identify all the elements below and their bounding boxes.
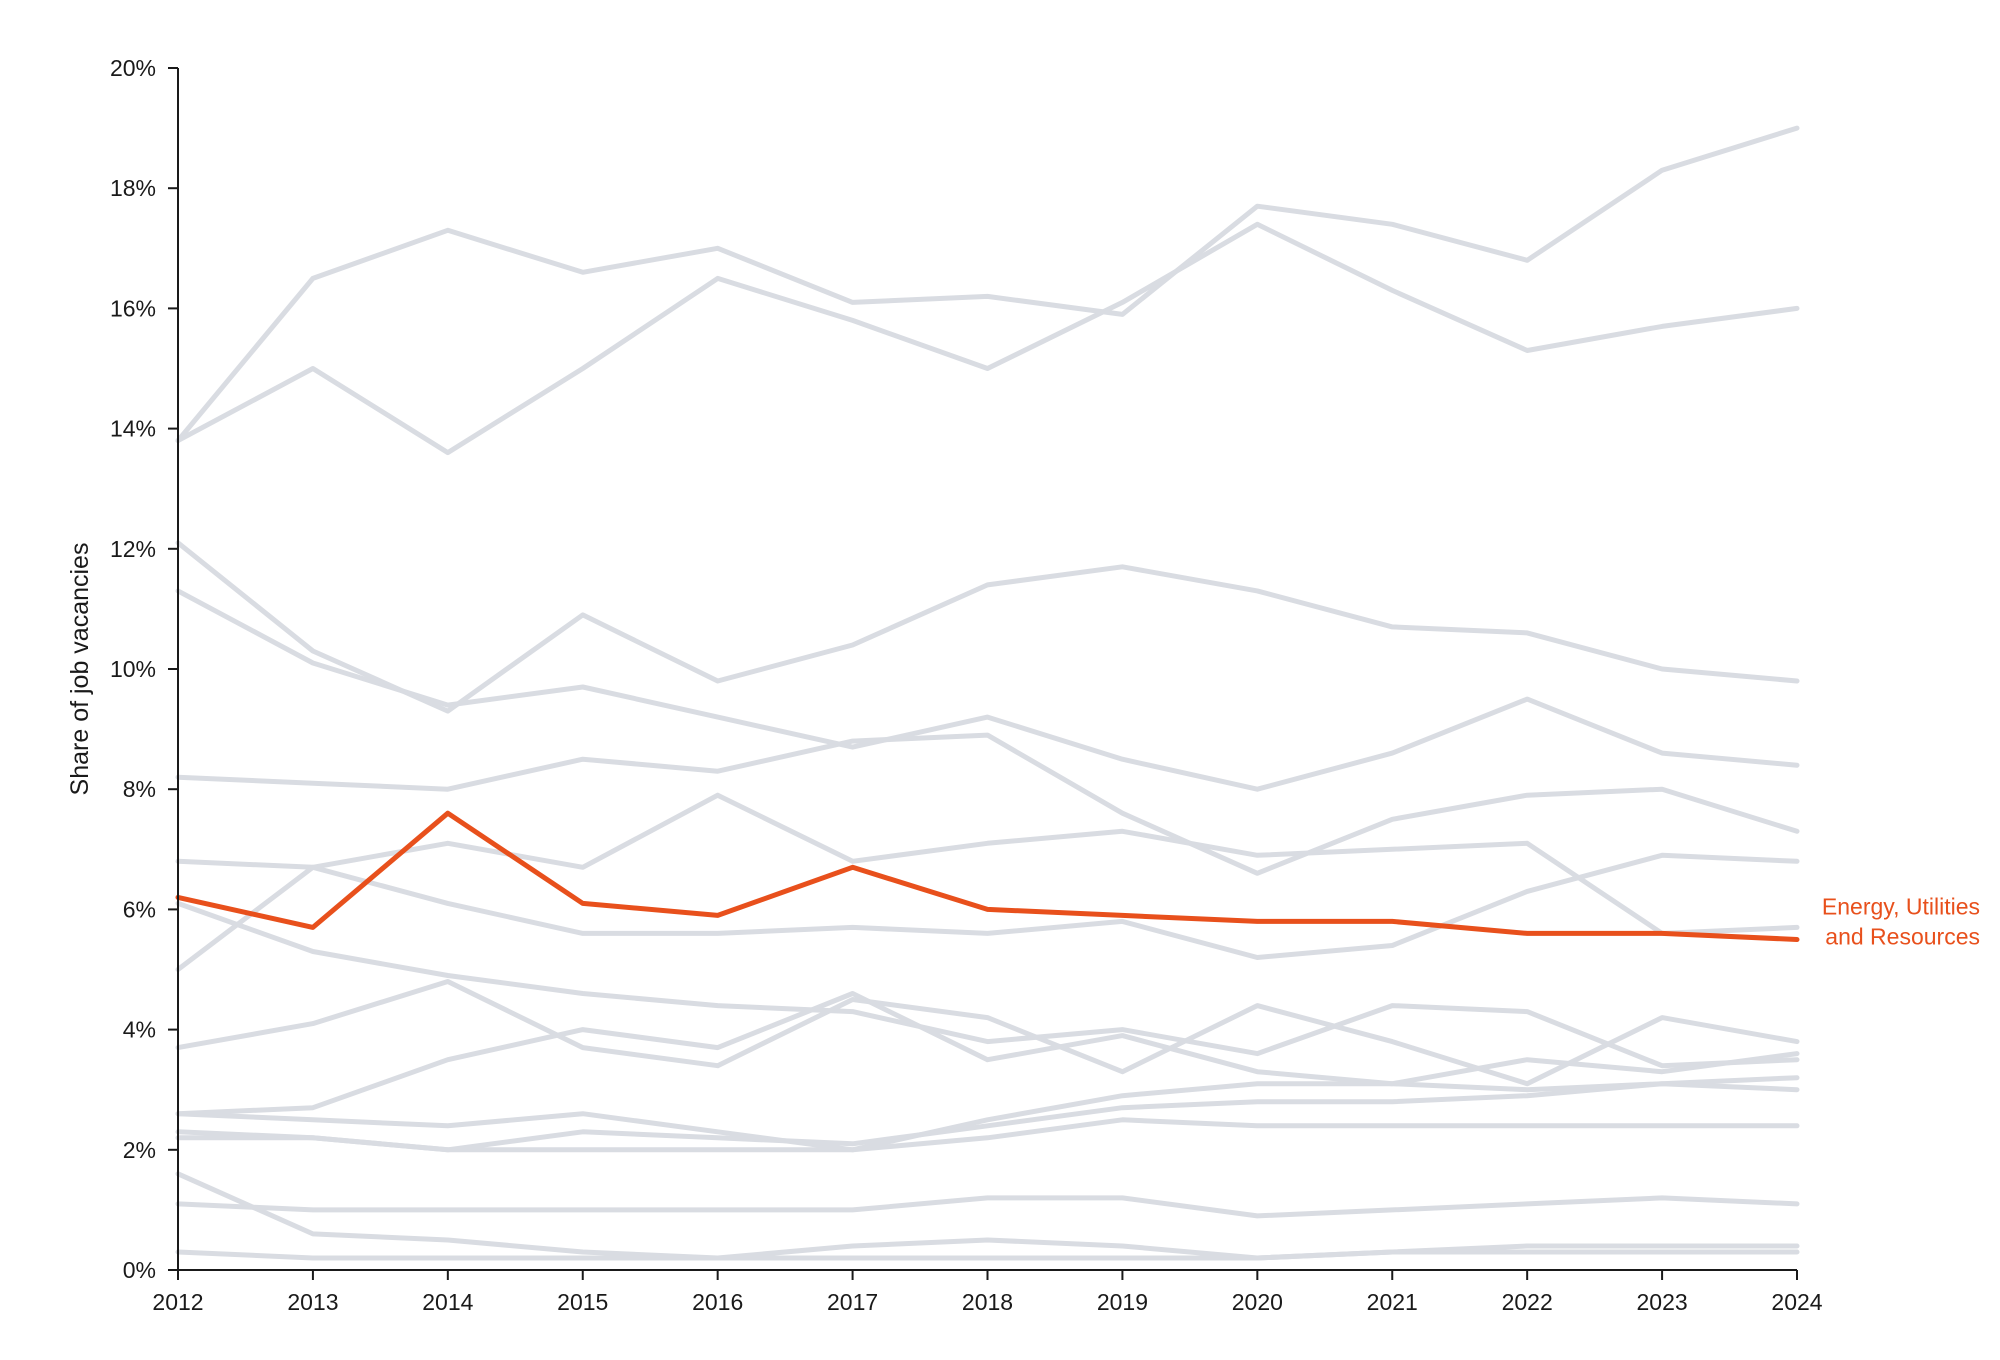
series-line-8: [175, 900, 1800, 1069]
x-tick-label: 2012: [152, 1289, 203, 1315]
highlight-series-group: Energy, Utilities and Resources: [175, 810, 1980, 950]
y-tick-label: 4%: [123, 1017, 156, 1043]
x-tick-label: 2022: [1502, 1289, 1553, 1315]
x-tick-label: 2016: [692, 1289, 743, 1315]
x-tick-label: 2019: [1097, 1289, 1148, 1315]
highlight-label-line-1: Energy, Utilities: [1822, 894, 1980, 920]
highlight-series-line: [175, 810, 1800, 942]
series-line-16: [175, 1237, 1800, 1261]
series-line-13: [175, 1117, 1800, 1153]
series-line-15: [175, 1195, 1800, 1219]
axes-group: 0% 2% 4% 6% 8% 10% 12% 14% 16% 18% 20% 2012 2013 2014…: [110, 55, 1823, 1315]
y-tick-label: 18%: [110, 175, 156, 201]
background-series-group: [175, 125, 1800, 1261]
y-tick-label: 2%: [123, 1137, 156, 1163]
series-line-5: [175, 732, 1800, 876]
series-line-9: [175, 979, 1800, 1087]
x-tick-label: 2013: [287, 1289, 338, 1315]
x-tick-label: 2020: [1232, 1289, 1283, 1315]
series-line-10: [175, 991, 1800, 1117]
series-line-3: [175, 540, 1800, 714]
y-tick-label: 6%: [123, 896, 156, 922]
series-line-14: [175, 1171, 1800, 1261]
x-tick-label: 2015: [557, 1289, 608, 1315]
y-axis-title: Share of job vacancies: [66, 543, 94, 796]
y-tick-label: 14%: [110, 416, 156, 442]
series-line-6: [175, 792, 1800, 972]
series-line-7: [175, 852, 1800, 960]
y-tick-label: 8%: [123, 776, 156, 802]
highlight-label-line-2: and Resources: [1825, 924, 1980, 950]
y-tick-label: 0%: [123, 1257, 156, 1283]
x-tick-label: 2014: [422, 1289, 473, 1315]
x-tick-label: 2021: [1367, 1289, 1418, 1315]
series-line-11: [175, 1075, 1800, 1153]
y-tick-label: 20%: [110, 55, 156, 81]
series-line-1: [175, 125, 1800, 444]
x-tick-label: 2023: [1636, 1289, 1687, 1315]
x-tick-label: 2017: [827, 1289, 878, 1315]
series-line-2: [175, 221, 1800, 456]
series-line-4: [175, 588, 1800, 792]
x-tick-label: 2018: [962, 1289, 1013, 1315]
y-tick-label: 12%: [110, 536, 156, 562]
x-tick-label: 2024: [1771, 1289, 1822, 1315]
y-tick-label: 10%: [110, 656, 156, 682]
y-tick-label: 16%: [110, 295, 156, 321]
